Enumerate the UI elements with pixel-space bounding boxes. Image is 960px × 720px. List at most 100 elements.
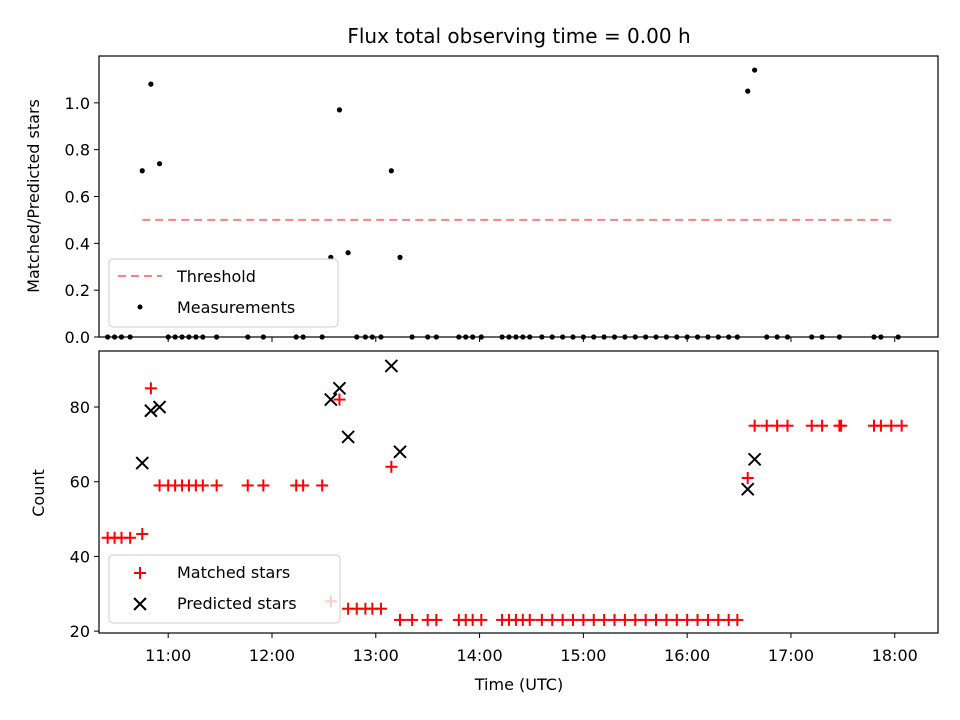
matched-stars-point bbox=[546, 613, 559, 626]
matched-stars-point bbox=[608, 613, 621, 626]
matched-stars-point bbox=[741, 471, 754, 484]
y-tick-label: 0.6 bbox=[65, 188, 90, 207]
matched-stars-point bbox=[771, 419, 784, 432]
matched-stars-point bbox=[760, 419, 773, 432]
ratio-y-axis-label: Matched/Predicted stars bbox=[24, 99, 43, 293]
chart-title: Flux total observing time = 0.00 h bbox=[347, 24, 690, 48]
matched-stars-point bbox=[598, 613, 611, 626]
matched-stars-point bbox=[124, 531, 137, 544]
y-tick-label: 0.8 bbox=[65, 141, 90, 160]
y-tick-label: 0.2 bbox=[65, 281, 90, 300]
measurement-point bbox=[336, 107, 343, 113]
measurement-point bbox=[156, 161, 163, 167]
count-plot-frame bbox=[98, 350, 939, 634]
matched-stars-point bbox=[430, 613, 443, 626]
matched-stars-point bbox=[587, 613, 600, 626]
matched-stars-point bbox=[650, 613, 663, 626]
predicted-stars-point bbox=[324, 392, 338, 407]
x-tick-label: 18:00 bbox=[872, 646, 918, 665]
y-tick-label: 40 bbox=[70, 547, 90, 566]
matched-stars-point bbox=[406, 613, 419, 626]
legend-threshold-label: Threshold bbox=[176, 267, 256, 286]
count-marks bbox=[101, 359, 908, 626]
predicted-stars-point bbox=[341, 430, 355, 444]
matched-stars-point bbox=[618, 613, 631, 626]
y-tick-label: 0.4 bbox=[65, 234, 90, 253]
predicted-stars-point bbox=[332, 381, 347, 396]
ratio-x-axis bbox=[167, 337, 896, 342]
ratio-legend: Threshold Measurements bbox=[108, 258, 339, 328]
predicted-stars-point bbox=[393, 445, 407, 459]
matched-stars-point bbox=[374, 602, 387, 615]
matched-stars-point bbox=[535, 613, 548, 626]
measurement-point bbox=[148, 81, 154, 87]
matched-stars-point bbox=[566, 613, 579, 626]
matched-stars-point bbox=[712, 613, 725, 626]
predicted-stars-point bbox=[741, 482, 755, 496]
predicted-stars-point bbox=[135, 456, 149, 470]
ratio-panel: 0.0 0.2 0.4 0.6 0.8 1.0 Matched/Predicted sta… bbox=[24, 55, 939, 347]
matched-stars-point bbox=[731, 613, 744, 626]
matched-stars-point bbox=[895, 419, 908, 432]
count-panel: 20 40 60 80 11:00 12:00 13:00 14:00 15:00 16:00 1… bbox=[29, 350, 939, 694]
predicted-stars-point bbox=[747, 452, 762, 467]
matched-stars-point bbox=[210, 479, 223, 492]
measurement-point bbox=[139, 168, 145, 174]
ratio-legend-box bbox=[108, 258, 339, 328]
matched-stars-point bbox=[257, 479, 270, 492]
y-tick-label: 0.0 bbox=[65, 328, 90, 347]
count-y-axis: 20 40 60 80 bbox=[70, 398, 99, 641]
matched-stars-point bbox=[385, 460, 398, 473]
count-legend-box bbox=[108, 554, 341, 624]
x-tick-label: 16:00 bbox=[664, 646, 710, 665]
matched-stars-point bbox=[805, 419, 818, 432]
y-tick-label: 20 bbox=[70, 622, 90, 641]
matched-stars-point bbox=[136, 528, 149, 541]
predicted-stars-point bbox=[152, 400, 167, 414]
y-tick-label: 60 bbox=[70, 473, 90, 492]
matched-stars-point bbox=[885, 419, 898, 432]
predicted-stars-point bbox=[144, 404, 158, 418]
matched-stars-point bbox=[241, 479, 254, 492]
x-tick-label: 11:00 bbox=[145, 646, 191, 665]
count-legend: Matched stars Predicted stars bbox=[108, 554, 341, 624]
matched-stars-point bbox=[660, 613, 673, 626]
legend-matched-swatch bbox=[134, 567, 146, 579]
measurement-point bbox=[752, 67, 758, 73]
measurement-point bbox=[388, 168, 394, 174]
ratio-y-axis: 0.0 0.2 0.4 0.6 0.8 1.0 bbox=[65, 94, 99, 347]
matched-stars-point bbox=[577, 613, 590, 626]
matched-stars-point bbox=[394, 613, 407, 626]
matched-stars-point bbox=[297, 479, 310, 492]
measurement-point bbox=[345, 250, 351, 256]
matched-stars-point bbox=[681, 613, 694, 626]
matched-stars-point bbox=[629, 613, 642, 626]
matched-stars-point bbox=[816, 419, 829, 432]
matched-stars-point bbox=[316, 479, 329, 492]
matched-stars-point bbox=[556, 613, 569, 626]
matched-stars-point bbox=[196, 479, 209, 492]
x-tick-label: 15:00 bbox=[560, 646, 606, 665]
matched-stars-point bbox=[781, 419, 794, 432]
x-tick-label: 14:00 bbox=[457, 646, 503, 665]
x-tick-label: 13:00 bbox=[353, 646, 399, 665]
matched-stars-point bbox=[835, 419, 848, 432]
measurement-point bbox=[745, 88, 751, 94]
matched-stars-point bbox=[523, 613, 536, 626]
count-y-axis-label: Count bbox=[29, 469, 48, 517]
y-tick-label: 80 bbox=[70, 398, 90, 417]
measurement-point bbox=[397, 254, 403, 260]
count-x-axis: 11:00 12:00 13:00 14:00 15:00 16:00 17:00 18:00 bbox=[145, 633, 918, 665]
ratio-plot-frame bbox=[98, 55, 939, 338]
matched-stars-point bbox=[748, 419, 761, 432]
matched-stars-point bbox=[333, 393, 346, 406]
matched-stars-point bbox=[691, 613, 704, 626]
matched-stars-point bbox=[874, 419, 887, 432]
matched-stars-point bbox=[670, 613, 683, 626]
matched-stars-point bbox=[144, 382, 157, 395]
y-tick-label: 1.0 bbox=[65, 94, 90, 113]
x-tick-label: 12:00 bbox=[249, 646, 295, 665]
matched-stars-point bbox=[701, 613, 714, 626]
legend-matched-label: Matched stars bbox=[177, 563, 290, 582]
